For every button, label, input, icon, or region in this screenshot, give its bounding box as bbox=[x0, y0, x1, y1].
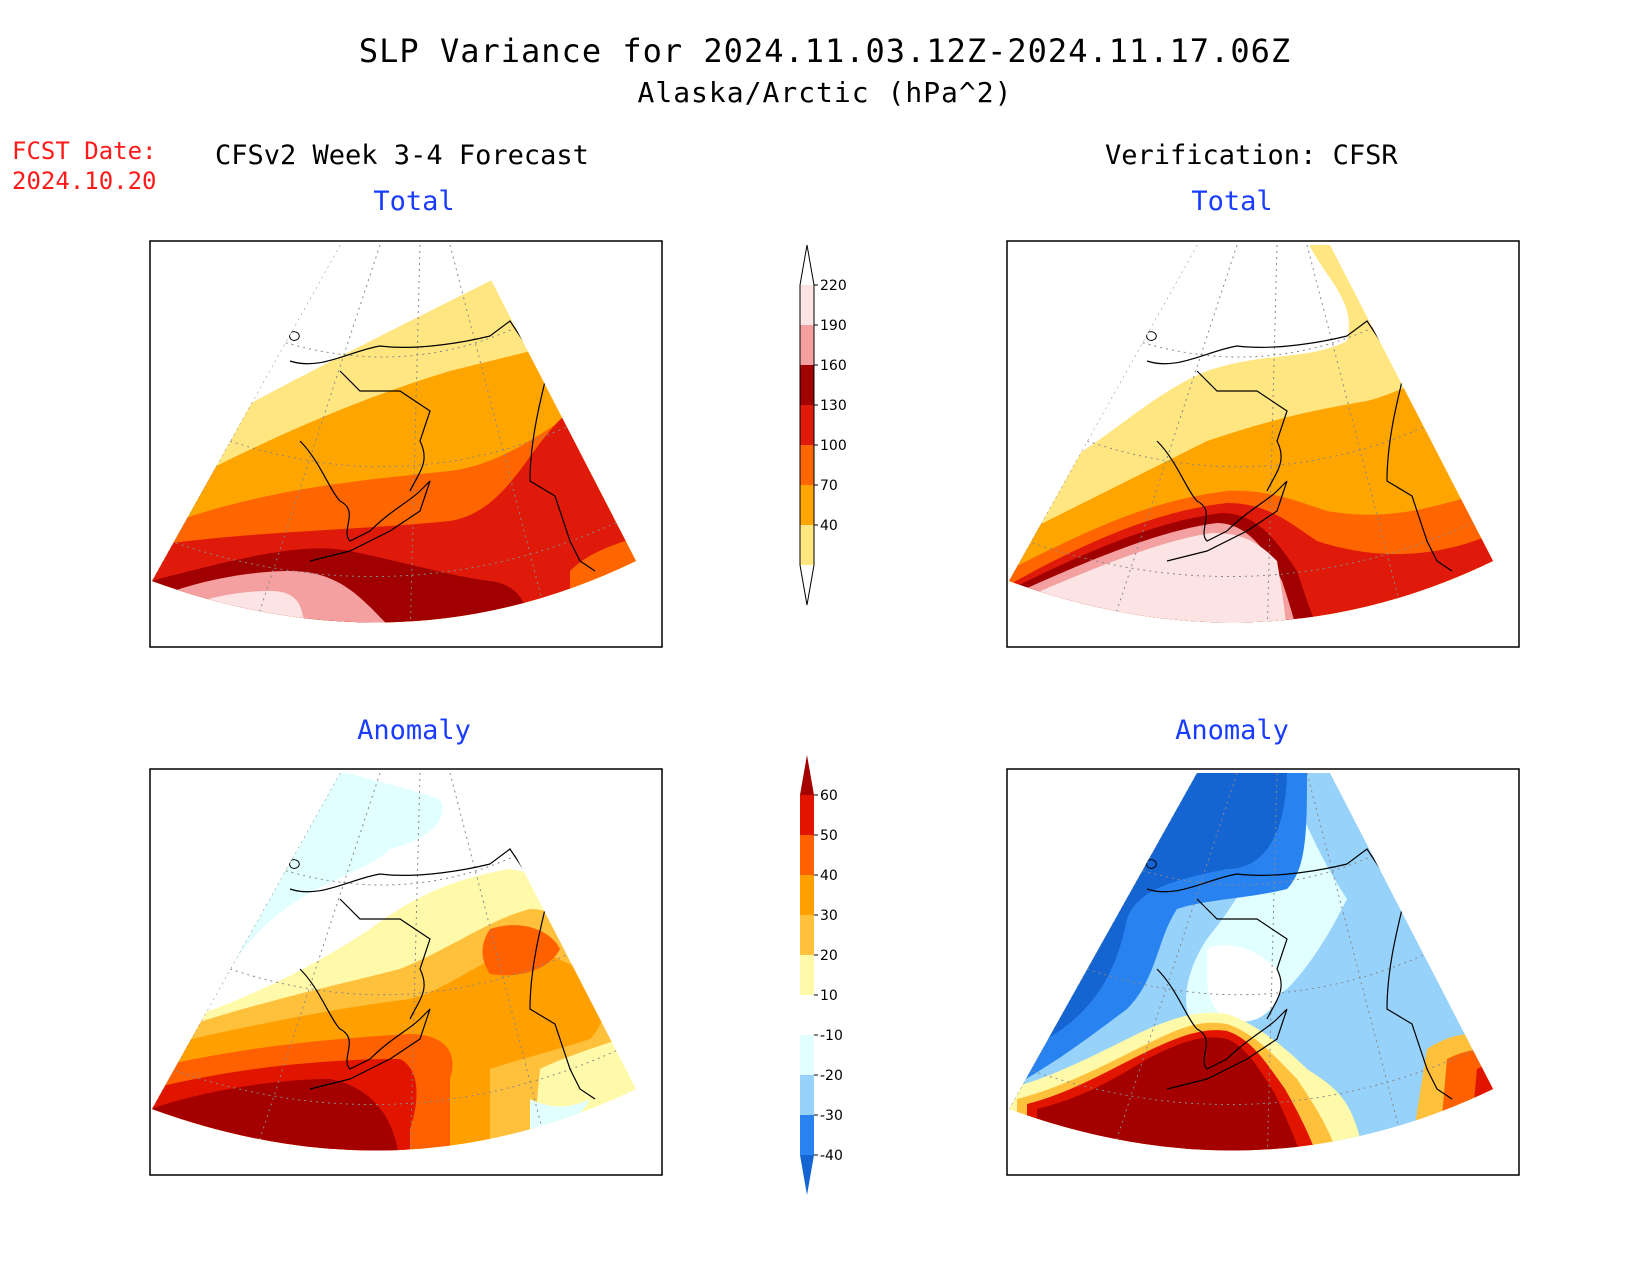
colorbar-anomaly-swatch bbox=[800, 1075, 814, 1115]
colorbar-total-lower-wedge bbox=[799, 564, 815, 606]
colorbar-anomaly-swatch bbox=[800, 1115, 814, 1155]
colorbar-anomaly-swatch bbox=[800, 875, 814, 915]
colorbar-anomaly-label: -40 bbox=[820, 1148, 843, 1164]
panel-forecast-anomaly bbox=[149, 768, 663, 1176]
forecast-total-title: Total bbox=[373, 186, 455, 217]
colorbar-anomaly-swatch bbox=[800, 995, 814, 1035]
colorbar-anomaly-swatch bbox=[800, 915, 814, 955]
verification-total-title: Total bbox=[1191, 186, 1273, 217]
colorbar-total-label: 130 bbox=[820, 398, 847, 414]
colorbar-anomaly-label: -30 bbox=[820, 1108, 843, 1124]
main-title: SLP Variance for 2024.11.03.12Z-2024.11.… bbox=[358, 32, 1292, 70]
colorbar-total-label: 190 bbox=[820, 318, 847, 334]
colorbar-total: 40 70 100 130 160 190 220 bbox=[799, 244, 847, 606]
subtitle: Alaska/Arctic (hPa^2) bbox=[637, 76, 1013, 109]
colorbar-total-swatch bbox=[800, 365, 814, 405]
colorbar-total-swatch bbox=[800, 525, 814, 565]
colorbar-total-upper-wedge bbox=[799, 244, 815, 286]
colorbar-total-label: 100 bbox=[820, 438, 847, 454]
colorbar-anomaly-label: 40 bbox=[820, 868, 838, 884]
colorbar-anomaly-label: 60 bbox=[820, 788, 838, 804]
colorbar-total-label: 40 bbox=[820, 518, 838, 534]
colorbar-total-label: 70 bbox=[820, 478, 838, 494]
colorbar-total-swatch bbox=[800, 405, 814, 445]
verification-anomaly-title: Anomaly bbox=[1175, 715, 1289, 746]
colorbar-anomaly-label: 10 bbox=[820, 988, 838, 1004]
forecast-anomaly-title: Anomaly bbox=[357, 715, 471, 746]
colorbar-total-swatch bbox=[800, 445, 814, 485]
fcst-date-label: FCST Date: bbox=[12, 137, 157, 165]
fcst-date-value: 2024.10.20 bbox=[12, 167, 157, 195]
panel-verification-anomaly bbox=[1006, 768, 1520, 1176]
colorbar-total-swatch bbox=[800, 325, 814, 365]
forecast-column-heading: CFSv2 Week 3-4 Forecast bbox=[215, 140, 589, 171]
colorbar-anomaly-swatch bbox=[800, 1035, 814, 1075]
panel-forecast-total bbox=[149, 240, 663, 648]
colorbar-anomaly-label: -10 bbox=[820, 1028, 843, 1044]
colorbar-anomaly-swatch bbox=[800, 835, 814, 875]
colorbar-anomaly: 60 50 40 30 20 10 -10 -20 -30 -40 bbox=[800, 755, 843, 1195]
colorbar-total-swatch bbox=[800, 285, 814, 325]
colorbar-anomaly-swatch bbox=[800, 795, 814, 835]
colorbar-total-label: 160 bbox=[820, 358, 847, 374]
verification-column-heading: Verification: CFSR bbox=[1105, 140, 1398, 171]
colorbar-anomaly-swatch bbox=[800, 955, 814, 995]
colorbar-anomaly-lower-triangle bbox=[800, 1155, 814, 1195]
colorbar-anomaly-upper-triangle bbox=[800, 755, 814, 795]
fcst-date: FCST Date: 2024.10.20 bbox=[12, 136, 157, 196]
colorbar-total-swatch bbox=[800, 485, 814, 525]
colorbar-anomaly-label: 20 bbox=[820, 948, 838, 964]
colorbar-anomaly-label: -20 bbox=[820, 1068, 843, 1084]
colorbar-anomaly-label: 50 bbox=[820, 828, 838, 844]
panel-verification-total bbox=[1006, 240, 1520, 648]
colorbar-total-label: 220 bbox=[820, 278, 847, 294]
colorbar-anomaly-label: 30 bbox=[820, 908, 838, 924]
